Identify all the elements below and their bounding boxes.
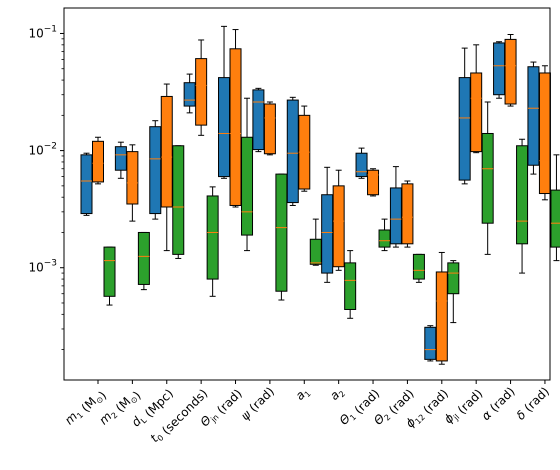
box-series-3-cat-11 bbox=[447, 260, 460, 324]
box-iqr bbox=[367, 169, 380, 196]
box-series-3-cat-1 bbox=[103, 246, 116, 306]
box-series-2-cat-13 bbox=[504, 34, 517, 107]
box-iqr bbox=[447, 262, 460, 295]
y-tick-label: 10−2 bbox=[28, 142, 57, 158]
box-iqr bbox=[241, 136, 254, 236]
box-iqr bbox=[114, 146, 127, 171]
box-series-2-cat-9 bbox=[367, 168, 380, 197]
box-iqr bbox=[321, 194, 334, 274]
box-iqr bbox=[160, 95, 173, 208]
box-iqr bbox=[527, 66, 540, 166]
box-series-2-cat-4 bbox=[195, 39, 208, 136]
plot-content bbox=[80, 25, 560, 365]
box-iqr bbox=[344, 262, 357, 310]
box-series-3-cat-10 bbox=[412, 253, 425, 283]
box-series-1-cat-1 bbox=[80, 152, 93, 216]
box-series-1-cat-4 bbox=[183, 73, 196, 114]
box-iqr bbox=[206, 195, 219, 280]
box-iqr bbox=[412, 253, 425, 280]
box-iqr bbox=[332, 185, 345, 268]
box-series-3-cat-4 bbox=[206, 186, 219, 297]
box-iqr bbox=[195, 58, 208, 126]
box-iqr bbox=[504, 38, 517, 105]
y-tick-label: 10−1 bbox=[28, 24, 57, 40]
box-iqr bbox=[550, 189, 560, 248]
box-series-1-cat-13 bbox=[493, 41, 506, 99]
box-series-3-cat-14 bbox=[550, 154, 560, 262]
box-iqr bbox=[229, 48, 242, 206]
box-series-2-cat-2 bbox=[126, 144, 139, 222]
box-iqr bbox=[538, 72, 551, 195]
box-series-2-cat-14 bbox=[538, 65, 551, 201]
box-series-1-cat-7 bbox=[286, 96, 299, 206]
box-iqr bbox=[252, 89, 265, 151]
box-iqr bbox=[435, 271, 448, 362]
box-iqr bbox=[470, 72, 483, 153]
box-series-1-cat-11 bbox=[424, 325, 437, 362]
plot-frame bbox=[63, 7, 551, 381]
y-axis: 10−3 10−2 10−1 bbox=[28, 24, 64, 350]
box-series-3-cat-2 bbox=[137, 231, 150, 291]
box-iqr bbox=[481, 132, 494, 224]
box-series-2-cat-12 bbox=[470, 44, 483, 154]
box-iqr bbox=[263, 103, 276, 155]
box-series-3-cat-3 bbox=[172, 145, 185, 259]
box-iqr bbox=[286, 99, 299, 204]
box-iqr bbox=[80, 154, 93, 215]
box-iqr bbox=[389, 187, 402, 245]
box-series-3-cat-7 bbox=[309, 218, 322, 266]
box-series-1-cat-6 bbox=[252, 87, 265, 153]
box-iqr bbox=[309, 238, 322, 265]
box-iqr bbox=[218, 77, 231, 178]
box-iqr bbox=[103, 246, 116, 297]
box-series-3-cat-6 bbox=[275, 173, 288, 301]
box-iqr bbox=[516, 145, 529, 245]
box-series-1-cat-3 bbox=[149, 120, 162, 220]
box-series-1-cat-14 bbox=[527, 61, 540, 175]
box-series-1-cat-2 bbox=[114, 141, 127, 179]
box-iqr bbox=[458, 77, 471, 181]
box-series-2-cat-6 bbox=[263, 101, 276, 156]
box-series-2-cat-8 bbox=[332, 169, 345, 271]
box-series-2-cat-1 bbox=[92, 136, 104, 185]
box-series-2-cat-11 bbox=[435, 251, 448, 365]
box-series-3-cat-5 bbox=[241, 97, 254, 252]
box-iqr bbox=[149, 126, 162, 215]
box-iqr bbox=[424, 326, 437, 360]
box-iqr bbox=[92, 140, 104, 183]
box-iqr bbox=[172, 145, 185, 255]
box-iqr bbox=[493, 42, 506, 96]
box-iqr bbox=[378, 229, 391, 248]
box-series-2-cat-10 bbox=[401, 180, 414, 248]
box-series-3-cat-13 bbox=[516, 138, 529, 274]
y-tick-label: 10−3 bbox=[28, 259, 57, 275]
box-iqr bbox=[401, 183, 414, 245]
box-series-2-cat-7 bbox=[298, 105, 311, 192]
box-series-3-cat-9 bbox=[378, 218, 391, 252]
box-iqr bbox=[355, 152, 368, 178]
box-iqr bbox=[275, 173, 288, 292]
box-series-2-cat-5 bbox=[229, 29, 242, 208]
box-series-1-cat-9 bbox=[355, 147, 368, 179]
box-iqr bbox=[137, 231, 150, 285]
box-iqr bbox=[126, 151, 139, 205]
box-iqr bbox=[183, 82, 196, 107]
box-series-3-cat-8 bbox=[344, 250, 357, 319]
box-series-3-cat-12 bbox=[481, 101, 494, 255]
